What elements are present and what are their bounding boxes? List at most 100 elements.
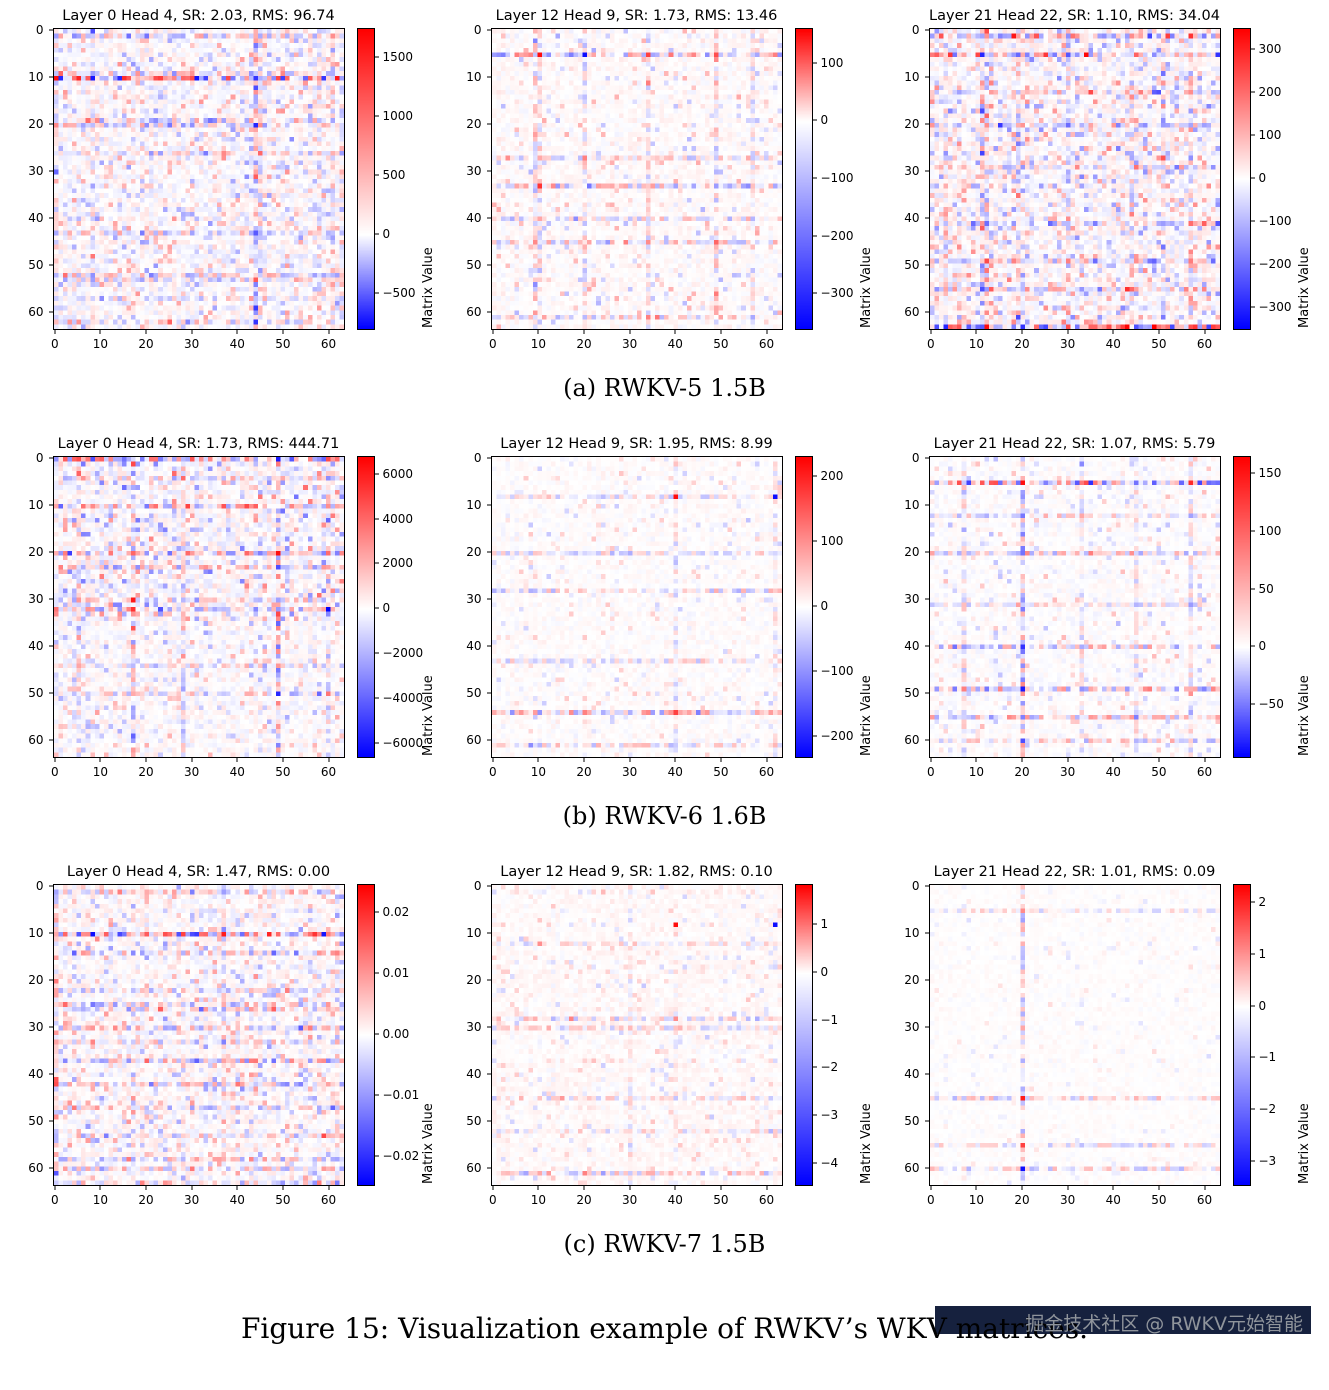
- x-tick-label: 60: [758, 1193, 775, 1207]
- colorbar-tick-mark: [812, 1019, 817, 1021]
- colorbar-label: Matrix Value: [858, 675, 874, 756]
- heatmap-panel: Layer 21 Head 22, SR: 1.10, RMS: 34.04 0…: [901, 8, 1311, 352]
- y-tick-mark: [48, 457, 53, 459]
- y-tick-label: 60: [466, 1160, 482, 1175]
- heatmap-plot: [490, 884, 783, 1186]
- y-tick-label: 20: [466, 545, 482, 560]
- y-tick-mark: [486, 29, 491, 31]
- y-tick-mark: [924, 504, 929, 506]
- x-tick-label: 0: [50, 765, 59, 779]
- y-tick-label: 50: [28, 257, 44, 272]
- y-tick-mark: [924, 76, 929, 78]
- y-tick-label: 30: [904, 163, 920, 178]
- colorbar-tick-label: −1: [820, 1012, 839, 1027]
- panel-title: Layer 12 Head 9, SR: 1.95, RMS: 8.99: [500, 436, 773, 452]
- panel-title: Layer 21 Head 22, SR: 1.01, RMS: 0.09: [933, 864, 1216, 880]
- y-tick-label: 10: [28, 70, 44, 85]
- colorbar-ticks: 6000 4000 2000 0 −2000 −4000 −6000: [374, 456, 424, 756]
- colorbar-tick-mark: [374, 56, 379, 58]
- y-tick-label: 50: [904, 1113, 920, 1128]
- x-tick-mark: [492, 330, 494, 334]
- x-tick-label: 40: [229, 1193, 245, 1207]
- x-tick-mark: [720, 758, 722, 762]
- y-tick-mark: [48, 645, 53, 647]
- x-tick-label: 50: [1151, 765, 1167, 779]
- colorbar-tick-mark: [374, 292, 379, 294]
- x-tick-mark: [492, 1186, 494, 1190]
- y-tick-mark: [924, 932, 929, 934]
- colorbar-ticks: 0.02 0.01 0.00 −0.01 −0.02: [374, 884, 421, 1184]
- x-axis-ticks: 0 10 20 30 40 50 60: [927, 1186, 1221, 1208]
- x-tick-mark: [629, 330, 631, 334]
- x-tick-label: 20: [576, 765, 592, 779]
- x-tick-label: 30: [1060, 1193, 1076, 1207]
- colorbar-ticks: 1500 1000 500 0 −500: [374, 28, 421, 328]
- colorbar-tick-label: 100: [820, 533, 844, 548]
- colorbar-tick-mark: [812, 971, 817, 973]
- x-tick-mark: [537, 758, 539, 762]
- colorbar-tick-label: 0: [1258, 171, 1267, 185]
- y-tick-label: 20: [904, 973, 920, 988]
- y-tick-label: 40: [466, 638, 482, 653]
- heatmap-plot: [490, 456, 783, 758]
- x-tick-mark: [236, 1186, 238, 1190]
- x-tick-mark: [145, 330, 147, 334]
- y-tick-label: 60: [466, 732, 482, 747]
- colorbar-tick-label: 100: [820, 55, 844, 70]
- x-tick-mark: [583, 758, 585, 762]
- y-tick-label: 30: [466, 163, 482, 178]
- y-tick-mark: [48, 551, 53, 553]
- y-tick-mark: [924, 311, 929, 313]
- colorbar-tick-label: 2000: [382, 556, 414, 571]
- x-tick-mark: [191, 758, 193, 762]
- y-tick-mark: [486, 979, 491, 981]
- y-tick-mark: [924, 29, 929, 31]
- y-tick-label: 50: [466, 685, 482, 700]
- y-tick-mark: [48, 739, 53, 741]
- colorbar-canvas: [794, 884, 813, 1186]
- colorbar-tick-mark: [1250, 177, 1255, 179]
- x-tick-mark: [99, 1186, 101, 1190]
- panel-title: Layer 0 Head 4, SR: 2.03, RMS: 96.74: [62, 8, 335, 24]
- colorbar-tick-mark: [374, 473, 379, 475]
- x-tick-label: 0: [488, 1193, 497, 1207]
- colorbar-tick-label: −200: [820, 228, 854, 243]
- x-tick-mark: [975, 758, 977, 762]
- row-caption-c: (c) RWKV-7 1.5B: [563, 1230, 766, 1258]
- colorbar-canvas: [1232, 28, 1251, 330]
- x-tick-label: 10: [530, 1193, 547, 1207]
- y-tick-label: 30: [466, 1019, 482, 1034]
- y-axis-ticks: 0 10 20 30 40 50 60: [463, 23, 491, 328]
- colorbar: [356, 456, 375, 758]
- y-axis-ticks: 0 10 20 30 40 50 60: [901, 23, 929, 328]
- x-tick-label: 10: [92, 765, 109, 779]
- x-tick-label: 20: [1014, 1193, 1030, 1207]
- y-tick-label: 30: [466, 591, 482, 606]
- colorbar-tick-label: 0: [382, 601, 391, 616]
- y-tick-mark: [486, 457, 491, 459]
- y-tick-mark: [48, 692, 53, 694]
- y-tick-label: 60: [28, 732, 44, 747]
- y-tick-mark: [924, 264, 929, 266]
- colorbar-tick-mark: [1250, 1005, 1255, 1007]
- colorbar-tick-mark: [374, 742, 379, 744]
- y-tick-label: 40: [904, 210, 920, 225]
- x-tick-mark: [629, 758, 631, 762]
- colorbar-tick-label: 0.02: [382, 904, 410, 919]
- colorbar-tick-mark: [1250, 220, 1255, 222]
- colorbar-tick-label: 100: [1258, 128, 1282, 143]
- x-tick-mark: [1112, 758, 1114, 762]
- x-tick-label: 0: [50, 1193, 59, 1207]
- colorbar-tick-mark: [374, 1094, 379, 1096]
- colorbar-tick-label: −6000: [382, 735, 424, 750]
- y-tick-label: 20: [466, 973, 482, 988]
- x-tick-mark: [191, 1186, 193, 1190]
- colorbar: [1232, 28, 1251, 330]
- heatmap-panel: Layer 12 Head 9, SR: 1.82, RMS: 0.10 0 10…: [463, 864, 873, 1208]
- x-tick-mark: [1021, 330, 1023, 334]
- colorbar-tick-mark: [374, 697, 379, 699]
- y-tick-mark: [486, 170, 491, 172]
- x-tick-label: 50: [275, 765, 291, 779]
- heatmap-plot: [52, 884, 345, 1186]
- heatmap-canvas: [53, 885, 344, 1185]
